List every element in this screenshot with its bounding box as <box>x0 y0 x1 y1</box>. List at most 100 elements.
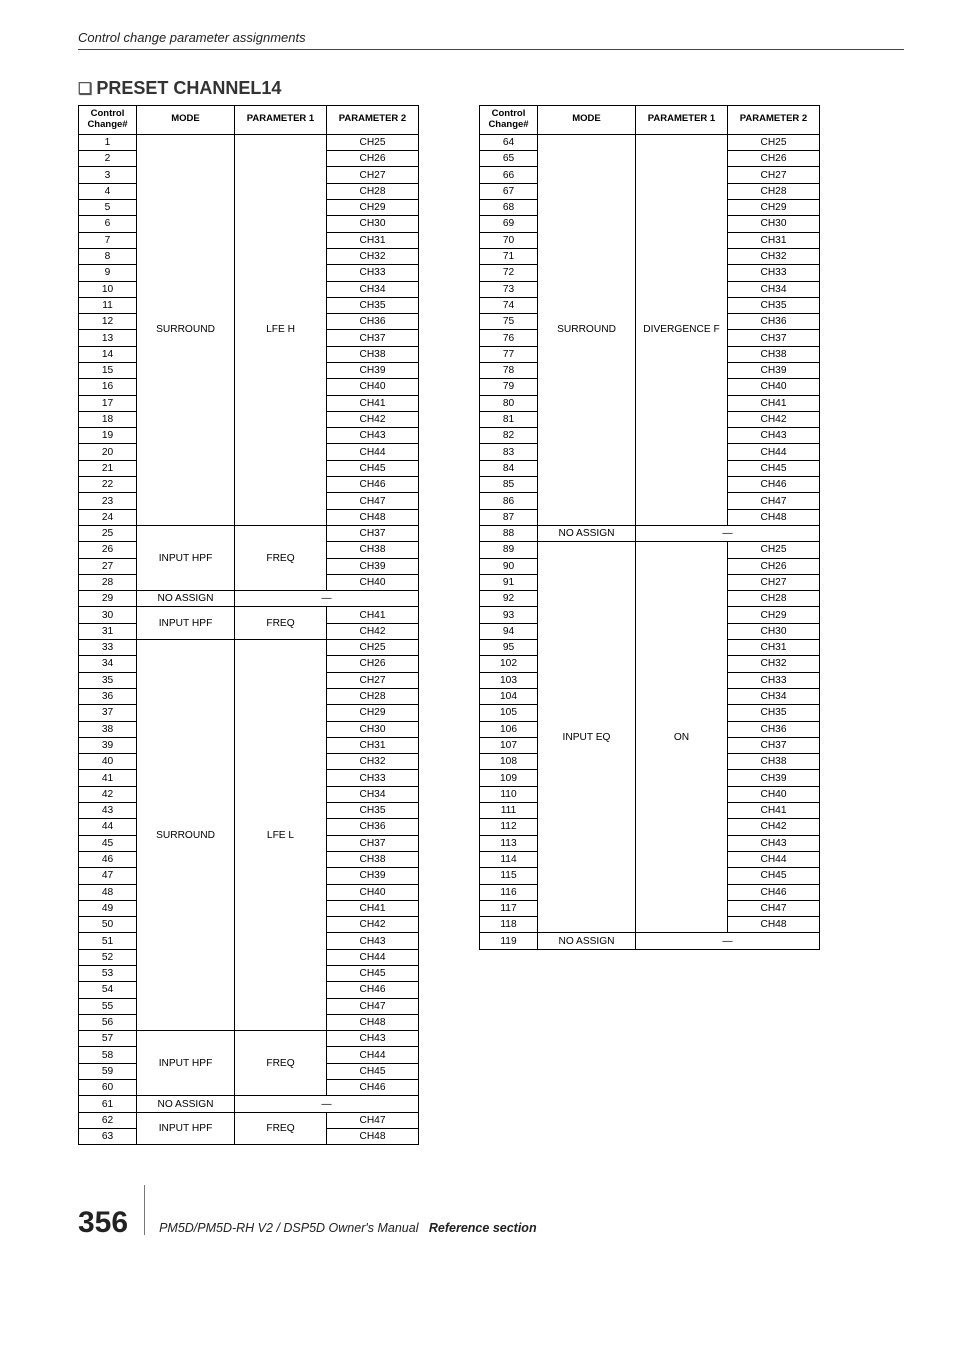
cell-cc: 64 <box>480 134 538 150</box>
cell-cc: 112 <box>480 819 538 835</box>
cell-mode: NO ASSIGN <box>538 525 636 541</box>
footer-text: PM5D/PM5D-RH V2 / DSP5D Owner's Manual R… <box>159 1221 537 1235</box>
cell-p1: FREQ <box>235 1031 327 1096</box>
cell-p1: ON <box>636 542 728 933</box>
cell-cc: 1 <box>79 134 137 150</box>
cell-cc: 107 <box>480 737 538 753</box>
cell-p2: CH27 <box>327 672 419 688</box>
cell-cc: 82 <box>480 428 538 444</box>
cell-cc: 61 <box>79 1096 137 1112</box>
cell-p2: CH47 <box>327 1112 419 1128</box>
cell-p2: CH48 <box>327 1014 419 1030</box>
cell-cc: 106 <box>480 721 538 737</box>
cell-p2: CH26 <box>728 151 820 167</box>
cell-p2: CH33 <box>327 265 419 281</box>
cell-p2: CH39 <box>327 363 419 379</box>
cell-cc: 75 <box>480 314 538 330</box>
cell-p2: CH35 <box>327 297 419 313</box>
cell-p2: CH38 <box>327 346 419 362</box>
col-header-p1: PARAMETER 1 <box>235 106 327 135</box>
cell-p2: CH38 <box>327 851 419 867</box>
cell-cc: 21 <box>79 460 137 476</box>
cell-p2: CH40 <box>728 379 820 395</box>
table-row: 30INPUT HPFFREQCH41 <box>79 607 419 623</box>
col-header-p2: PARAMETER 2 <box>327 106 419 135</box>
cell-cc: 60 <box>79 1080 137 1096</box>
cell-p2: CH29 <box>327 705 419 721</box>
cell-p2: CH39 <box>327 558 419 574</box>
col-header-mode: MODE <box>137 106 235 135</box>
table-row: 119NO ASSIGN— <box>480 933 820 949</box>
cell-p2: CH44 <box>327 1047 419 1063</box>
cell-cc: 51 <box>79 933 137 949</box>
cell-dash: — <box>636 525 820 541</box>
cell-cc: 27 <box>79 558 137 574</box>
cell-p2: CH35 <box>728 297 820 313</box>
cell-cc: 18 <box>79 411 137 427</box>
cell-p2: CH34 <box>728 281 820 297</box>
col-header-cc: ControlChange# <box>480 106 538 135</box>
cell-p2: CH27 <box>728 574 820 590</box>
table-row: 29NO ASSIGN— <box>79 591 419 607</box>
cell-cc: 116 <box>480 884 538 900</box>
cell-cc: 34 <box>79 656 137 672</box>
table-row: 57INPUT HPFFREQCH43 <box>79 1031 419 1047</box>
cell-cc: 108 <box>480 754 538 770</box>
cell-cc: 90 <box>480 558 538 574</box>
cell-p2: CH48 <box>327 509 419 525</box>
cell-p2: CH48 <box>728 917 820 933</box>
cell-cc: 58 <box>79 1047 137 1063</box>
cell-dash: — <box>235 591 419 607</box>
cell-cc: 72 <box>480 265 538 281</box>
cell-mode: NO ASSIGN <box>137 1096 235 1112</box>
cell-p2: CH30 <box>728 623 820 639</box>
cell-cc: 20 <box>79 444 137 460</box>
cell-p2: CH48 <box>327 1128 419 1144</box>
cell-cc: 22 <box>79 477 137 493</box>
page-number: 356 <box>78 1206 128 1240</box>
cell-cc: 30 <box>79 607 137 623</box>
cell-p2: CH37 <box>327 835 419 851</box>
cell-cc: 95 <box>480 640 538 656</box>
cell-p2: CH47 <box>327 998 419 1014</box>
cell-p2: CH40 <box>728 786 820 802</box>
cell-cc: 42 <box>79 786 137 802</box>
table-row: 62INPUT HPFFREQCH47 <box>79 1112 419 1128</box>
cell-cc: 49 <box>79 900 137 916</box>
cell-p2: CH25 <box>728 542 820 558</box>
cell-cc: 77 <box>480 346 538 362</box>
cell-p2: CH28 <box>327 183 419 199</box>
col-header-mode: MODE <box>538 106 636 135</box>
cell-cc: 81 <box>480 411 538 427</box>
cell-p2: CH47 <box>728 900 820 916</box>
cell-p2: CH42 <box>728 819 820 835</box>
cell-p2: CH31 <box>728 640 820 656</box>
cell-p2: CH37 <box>728 737 820 753</box>
cell-p2: CH43 <box>728 428 820 444</box>
cell-cc: 55 <box>79 998 137 1014</box>
cell-p2: CH25 <box>728 134 820 150</box>
cell-cc: 38 <box>79 721 137 737</box>
cell-p2: CH37 <box>327 525 419 541</box>
cell-p2: CH46 <box>327 1080 419 1096</box>
cell-cc: 4 <box>79 183 137 199</box>
cell-cc: 111 <box>480 803 538 819</box>
cell-p2: CH45 <box>327 965 419 981</box>
cell-p2: CH29 <box>728 200 820 216</box>
cell-cc: 104 <box>480 688 538 704</box>
cell-cc: 53 <box>79 965 137 981</box>
cell-cc: 43 <box>79 803 137 819</box>
cell-p2: CH47 <box>327 493 419 509</box>
cell-p2: CH34 <box>728 688 820 704</box>
cell-p2: CH32 <box>728 656 820 672</box>
cell-cc: 118 <box>480 917 538 933</box>
cell-p2: CH38 <box>728 754 820 770</box>
cell-cc: 69 <box>480 216 538 232</box>
cell-p2: CH32 <box>327 248 419 264</box>
cell-p2: CH45 <box>327 1063 419 1079</box>
cell-mode: SURROUND <box>137 134 235 525</box>
table-row: 25INPUT HPFFREQCH37 <box>79 525 419 541</box>
cell-cc: 66 <box>480 167 538 183</box>
cell-cc: 115 <box>480 868 538 884</box>
cell-cc: 41 <box>79 770 137 786</box>
